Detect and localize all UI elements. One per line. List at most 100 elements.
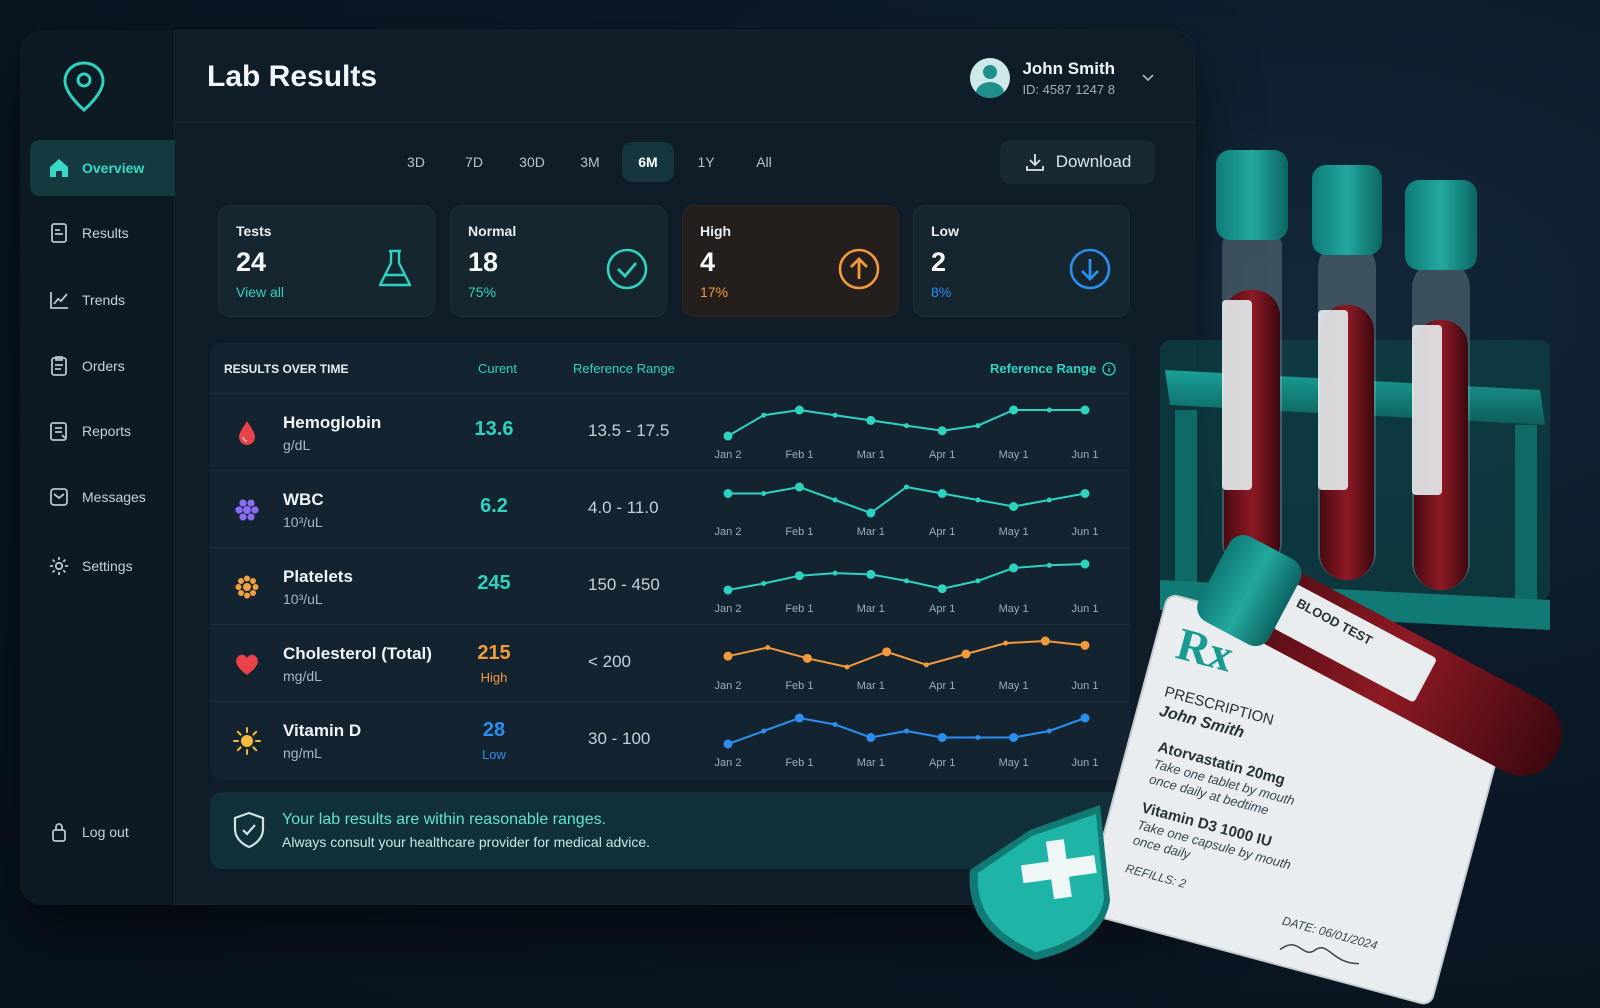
x-tick-label: Feb 1 <box>785 680 813 692</box>
trend-point <box>937 426 947 436</box>
range-6m[interactable]: 6M <box>622 142 674 182</box>
user-name: John Smith <box>1022 59 1115 78</box>
chevron-down-icon <box>1142 74 1154 82</box>
trend-point <box>1046 407 1052 413</box>
logout-button[interactable]: Log out <box>30 804 175 860</box>
trend-point <box>1080 640 1090 650</box>
x-tick-label: May 1 <box>999 757 1029 769</box>
test-unit: 10³/uL <box>283 514 323 530</box>
trend-sparkline: Jan 2 Feb 1 Mar 1 Apr 1 May 1 Jun 1 <box>715 713 1099 769</box>
trend-point <box>794 482 804 492</box>
current-value: 215 <box>477 642 511 664</box>
table-row[interactable]: Vitamin D ng/mL 28 Low 30 - 100 Jan 2 Feb 1 Mar… <box>210 702 1130 779</box>
x-tick-label: Apr 1 <box>929 449 955 461</box>
results-icon <box>51 223 67 243</box>
sidebar-item-overview[interactable]: Overview <box>30 140 175 196</box>
download-icon <box>1025 154 1044 171</box>
x-tick-label: Jan 2 <box>715 757 742 769</box>
x-tick-label: May 1 <box>999 526 1029 538</box>
blood-test-tube-lying: BLOOD TEST <box>1197 534 1562 776</box>
logout-label: Log out <box>82 824 129 840</box>
high-summary-card[interactable]: High 4 17% <box>682 205 899 317</box>
trend-point <box>937 584 947 594</box>
user-menu[interactable]: John Smith ID: 4587 1247 8 <box>970 58 1155 98</box>
range-3m[interactable]: 3M <box>580 154 600 170</box>
trend-point <box>904 728 909 734</box>
x-tick-label: Jun 1 <box>1072 526 1099 538</box>
gear-icon <box>50 557 68 575</box>
x-tick-label: Jun 1 <box>1072 757 1099 769</box>
trend-point <box>975 735 981 740</box>
reference-range-toggle[interactable]: Reference Range <box>990 361 1116 376</box>
x-tick-label: May 1 <box>999 449 1029 461</box>
sidebar-item-trends[interactable]: Trends <box>30 272 175 328</box>
card-label: Tests <box>236 223 272 239</box>
card-label: High <box>700 223 732 239</box>
trend-point <box>904 423 909 429</box>
trend-point <box>761 412 767 418</box>
x-tick-label: Apr 1 <box>929 757 955 769</box>
x-tick-label: Feb 1 <box>785 603 813 615</box>
sidebar-item-orders[interactable]: Orders <box>30 338 175 394</box>
value-flag: High <box>480 670 508 685</box>
trend-point <box>1080 713 1090 723</box>
trend-point <box>1003 640 1009 646</box>
table-row[interactable]: Hemoglobin g/dL 13.6 13.5 - 17.5 Jan 2 Feb 1 M… <box>210 394 1130 471</box>
trend-point <box>723 431 733 441</box>
view-all-link[interactable]: View all <box>236 284 284 300</box>
x-tick-label: Apr 1 <box>929 526 955 538</box>
trend-point <box>794 713 804 723</box>
tests-summary-card[interactable]: Tests 24 View all <box>218 205 435 317</box>
download-button[interactable]: Download <box>1000 140 1155 184</box>
x-tick-label: Mar 1 <box>857 603 885 615</box>
card-percent: 75% <box>468 284 497 300</box>
home-icon <box>50 159 68 177</box>
x-tick-label: Mar 1 <box>857 526 885 538</box>
sidebar-item-reports[interactable]: Reports <box>30 403 175 459</box>
trend-point <box>975 578 981 584</box>
low-summary-card[interactable]: Low 2 8% <box>913 205 1130 317</box>
trends-icon <box>50 292 68 309</box>
test-name: WBC <box>283 490 324 509</box>
blood-tube-2 <box>1312 165 1382 580</box>
trend-point <box>761 581 767 586</box>
range-all[interactable]: All <box>756 154 772 170</box>
trend-point <box>1009 733 1019 742</box>
table-row[interactable]: Cholesterol (Total) mg/dL 215 High < 200 Jan … <box>210 625 1130 702</box>
test-unit: 10³/uL <box>283 591 323 607</box>
trend-point <box>1080 559 1090 569</box>
current-value: 28 <box>482 719 506 741</box>
test-unit: ng/mL <box>283 745 322 761</box>
range-1y[interactable]: 1Y <box>697 154 715 170</box>
trend-point <box>866 569 876 579</box>
sidebar-item-label: Overview <box>82 160 145 176</box>
sidebar-item-label: Reports <box>82 423 132 439</box>
sidebar-item-settings[interactable]: Settings <box>30 538 175 594</box>
test-unit: mg/dL <box>283 668 322 684</box>
trend-point <box>1046 728 1052 734</box>
trend-point <box>866 415 876 425</box>
sidebar-item-results[interactable]: Results <box>30 205 175 261</box>
trend-point <box>1040 636 1050 646</box>
test-name: Platelets <box>283 567 353 586</box>
sidebar: Overview Results Trends Orders Reports M… <box>20 30 175 905</box>
sidebar-item-label: Settings <box>82 558 133 574</box>
range-30d[interactable]: 30D <box>519 154 545 170</box>
trend-point <box>832 412 838 418</box>
range-7d[interactable]: 7D <box>465 154 483 170</box>
trend-point <box>866 733 876 742</box>
sidebar-item-messages[interactable]: Messages <box>30 469 175 525</box>
card-percent: 8% <box>931 284 952 300</box>
x-tick-label: May 1 <box>999 603 1029 615</box>
table-row[interactable]: Platelets 10³/uL 245 150 - 450 Jan 2 Feb 1 Mar… <box>210 548 1130 625</box>
range-3d[interactable]: 3D <box>407 154 425 170</box>
table-row[interactable]: WBC 10³/uL 6.2 4.0 - 11.0 Jan 2 Feb 1 Mar 1 Apr… <box>210 471 1130 548</box>
normal-summary-card[interactable]: Normal 18 75% <box>450 205 667 317</box>
user-id: ID: 4587 1247 8 <box>1022 82 1115 97</box>
blood-tube-1 <box>1216 150 1288 570</box>
blood-tube-3 <box>1405 180 1477 590</box>
time-range-selector: 3D 7D 30D 3M 6M 1Y All <box>390 142 790 182</box>
x-tick-label: Feb 1 <box>785 526 813 538</box>
x-tick-label: Mar 1 <box>857 449 885 461</box>
trend-point <box>765 645 771 650</box>
